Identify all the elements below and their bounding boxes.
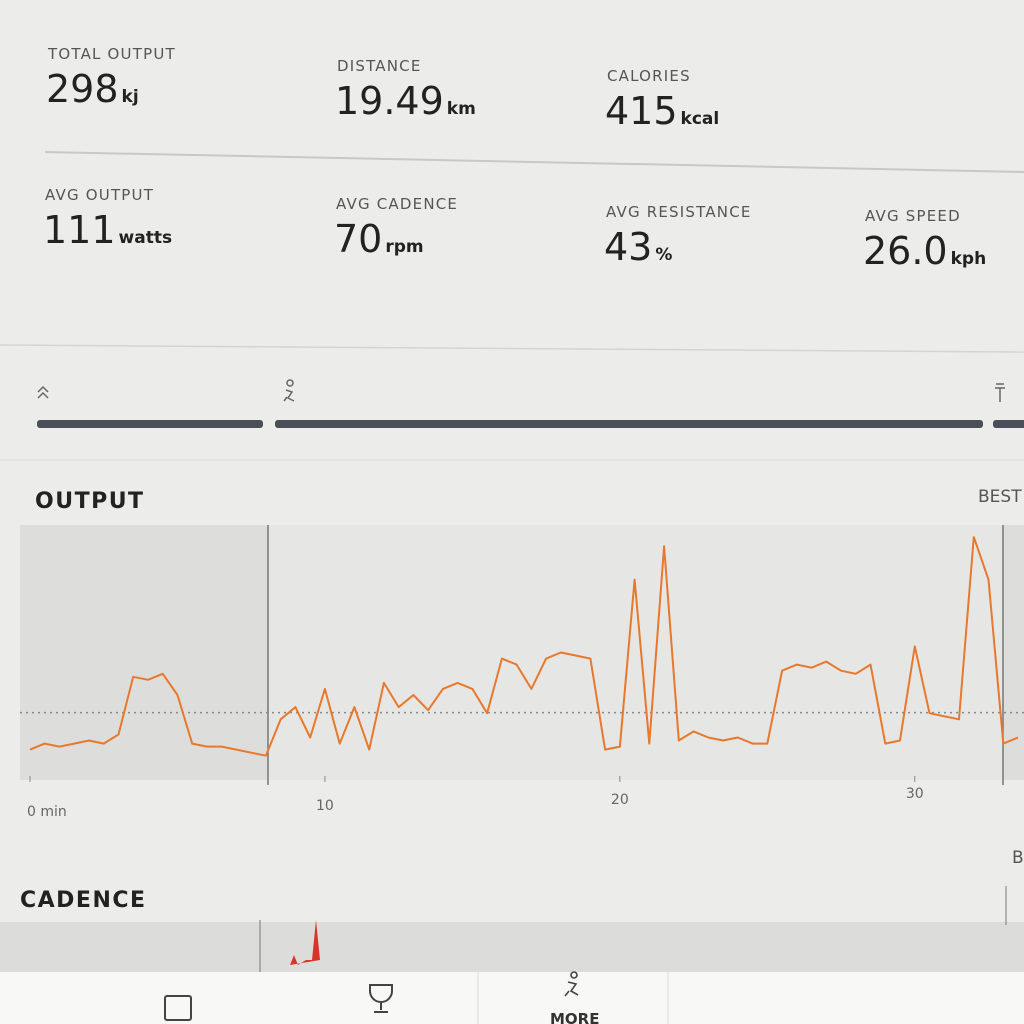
cadence-peak [290,920,320,965]
stat-label: DISTANCE [337,57,422,75]
stat-label: AVG CADENCE [336,195,459,213]
more-icon[interactable] [564,971,579,997]
segment-bar [993,420,1024,428]
stat-unit: kj [121,87,139,107]
stat-value: 19.49 km [335,79,476,123]
segment-icons [37,379,1005,402]
stat-unit: rpm [385,237,424,257]
section-title: CADENCE [20,888,147,913]
stat-unit: km [446,99,476,119]
nav-label[interactable]: MORE [550,1010,599,1024]
stat-value: 70 rpm [334,217,424,261]
divider [0,344,1024,353]
best-label: B [1012,848,1024,868]
stat-value: 415 kcal [605,89,719,133]
divider [44,151,1024,173]
chart-segment [268,525,1003,780]
stat-value: 43% [604,225,672,269]
x-tick-label: 0 min [27,804,67,820]
output-line [29,536,1019,757]
x-tick-label: 30 [906,786,924,802]
calendar-icon[interactable] [164,995,192,1021]
chart-segment [20,525,268,780]
stat-value: 111 watts [43,208,172,252]
stat-value: 26.0 kph [863,229,986,273]
chart-segment [1003,525,1024,780]
stat-label: CALORIES [607,67,691,85]
segment-bar [275,420,983,428]
stat-number: 43 [604,225,653,269]
stat-unit: kph [950,249,987,269]
stat-number: 415 [605,89,678,133]
stat-number: 111 [43,208,116,252]
x-tick-label: 20 [611,792,629,808]
stat-label: AVG SPEED [865,207,961,225]
stat-number: 19.49 [335,79,444,123]
stat-number: 298 [46,67,119,111]
stat-label: AVG OUTPUT [45,186,155,204]
section-title: OUTPUT [35,489,145,514]
stat-number: 26.0 [863,229,948,273]
nav-bar[interactable] [0,972,1024,1024]
segment-bar [37,420,263,428]
best-label: BEST [978,487,1022,507]
stat-unit: kcal [680,109,720,129]
stat-number: 70 [334,217,383,261]
stat-value: 298 kj [46,67,139,111]
stat-label: AVG RESISTANCE [606,203,752,221]
stat-label: TOTAL OUTPUT [48,45,176,63]
stat-unit: % [655,245,673,265]
stat-unit: watts [118,228,173,248]
trophy-icon[interactable] [369,984,393,1013]
x-tick-label: 10 [316,798,334,814]
